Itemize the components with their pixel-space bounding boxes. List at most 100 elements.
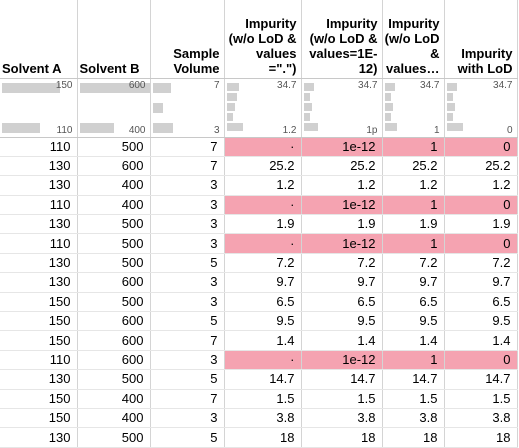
table-cell[interactable]: 600 <box>77 330 151 351</box>
table-cell[interactable]: · <box>224 350 302 371</box>
table-cell[interactable]: 110 <box>0 137 78 157</box>
table-cell[interactable]: 1e-12 <box>301 195 383 216</box>
table-cell[interactable]: 1 <box>382 195 445 216</box>
table-cell[interactable]: 130 <box>0 214 78 235</box>
table-cell[interactable]: 25.2 <box>382 156 445 177</box>
table-row[interactable]: 150 600 5 9.5 9.5 9.5 9.5 <box>0 311 518 332</box>
table-cell[interactable]: 18 <box>224 427 302 448</box>
table-cell[interactable]: 3 <box>150 175 225 196</box>
table-cell[interactable]: 1.2 <box>444 175 518 196</box>
table-cell[interactable]: 500 <box>77 292 151 313</box>
table-cell[interactable]: 7 <box>150 137 225 157</box>
table-cell[interactable]: 600 <box>77 272 151 293</box>
table-row[interactable]: 130 400 3 1.2 1.2 1.2 1.2 <box>0 175 518 196</box>
table-cell[interactable]: · <box>224 137 302 157</box>
column-header-impurity-dot[interactable]: Impurity (w/o LoD & values =".") <box>224 0 302 79</box>
table-cell[interactable]: 3 <box>150 272 225 293</box>
table-cell[interactable]: 7.2 <box>224 253 302 274</box>
table-cell[interactable]: 5 <box>150 427 225 448</box>
column-header-impurity-truncated[interactable]: Impurity (w/o LoD & values… <box>382 0 445 79</box>
table-cell[interactable]: 18 <box>444 427 518 448</box>
table-cell[interactable]: 1.5 <box>382 389 445 409</box>
table-cell[interactable]: 3.8 <box>382 408 445 429</box>
table-row[interactable]: 130 600 3 9.7 9.7 9.7 9.7 <box>0 272 518 293</box>
table-cell[interactable]: 1 <box>382 233 445 254</box>
table-cell[interactable]: 130 <box>0 156 78 177</box>
table-cell[interactable]: 14.7 <box>301 369 383 390</box>
table-cell[interactable]: 9.7 <box>382 272 445 293</box>
table-cell[interactable]: 14.7 <box>444 369 518 390</box>
column-header-impurity-lod[interactable]: Impurity with LoD <box>444 0 518 79</box>
table-cell[interactable]: 9.5 <box>224 311 302 332</box>
table-cell[interactable]: 500 <box>77 369 151 390</box>
table-cell[interactable]: 1.9 <box>382 214 445 235</box>
table-row[interactable]: 130 500 5 18 18 18 18 <box>0 427 518 448</box>
table-cell[interactable]: 1 <box>382 350 445 371</box>
column-header-sample-volume[interactable]: Sample Volume <box>150 0 225 79</box>
table-cell[interactable]: 600 <box>77 350 151 371</box>
table-cell[interactable]: 7 <box>150 389 225 409</box>
table-row[interactable]: 110 500 3 · 1e-12 1 0 <box>0 233 518 254</box>
table-cell[interactable]: 600 <box>77 156 151 177</box>
table-cell[interactable]: 7.2 <box>301 253 383 274</box>
table-cell[interactable]: 0 <box>444 350 518 371</box>
table-cell[interactable]: 7 <box>150 330 225 351</box>
table-cell[interactable]: 1.9 <box>224 214 302 235</box>
table-cell[interactable]: 110 <box>0 350 78 371</box>
table-cell[interactable]: 400 <box>77 408 151 429</box>
table-cell[interactable]: 5 <box>150 369 225 390</box>
table-row[interactable]: 130 500 3 1.9 1.9 1.9 1.9 <box>0 214 518 235</box>
table-row[interactable]: 110 400 3 · 1e-12 1 0 <box>0 195 518 216</box>
table-row[interactable]: 110 600 3 · 1e-12 1 0 <box>0 350 518 371</box>
table-cell[interactable]: 600 <box>77 311 151 332</box>
table-cell[interactable]: 18 <box>301 427 383 448</box>
table-cell[interactable]: 500 <box>77 214 151 235</box>
table-cell[interactable]: 1.5 <box>444 389 518 409</box>
table-row[interactable]: 130 600 7 25.2 25.2 25.2 25.2 <box>0 156 518 177</box>
table-cell[interactable]: 1e-12 <box>301 233 383 254</box>
table-cell[interactable]: 3.8 <box>301 408 383 429</box>
table-cell[interactable]: 1.9 <box>301 214 383 235</box>
table-cell[interactable]: 150 <box>0 389 78 409</box>
table-cell[interactable]: 3 <box>150 214 225 235</box>
table-cell[interactable]: 1.9 <box>444 214 518 235</box>
table-cell[interactable]: 500 <box>77 253 151 274</box>
table-cell[interactable]: 9.5 <box>382 311 445 332</box>
table-cell[interactable]: 1.4 <box>301 330 383 351</box>
table-cell[interactable]: 3 <box>150 195 225 216</box>
table-cell[interactable]: 3 <box>150 292 225 313</box>
table-cell[interactable]: 500 <box>77 137 151 157</box>
table-cell[interactable]: 1.4 <box>224 330 302 351</box>
table-row[interactable]: 130 500 5 14.7 14.7 14.7 14.7 <box>0 369 518 390</box>
table-row[interactable]: 150 400 3 3.8 3.8 3.8 3.8 <box>0 408 518 429</box>
table-cell[interactable]: 9.5 <box>301 311 383 332</box>
table-cell[interactable]: 130 <box>0 272 78 293</box>
table-cell[interactable]: 1.2 <box>224 175 302 196</box>
table-cell[interactable]: 6.5 <box>444 292 518 313</box>
table-cell[interactable]: 130 <box>0 253 78 274</box>
table-cell[interactable]: 7 <box>150 156 225 177</box>
table-cell[interactable]: 1.5 <box>301 389 383 409</box>
table-cell[interactable]: 400 <box>77 175 151 196</box>
table-cell[interactable]: 3.8 <box>444 408 518 429</box>
table-cell[interactable]: 400 <box>77 195 151 216</box>
table-cell[interactable]: 6.5 <box>382 292 445 313</box>
table-cell[interactable]: 6.5 <box>224 292 302 313</box>
table-row[interactable]: 150 500 3 6.5 6.5 6.5 6.5 <box>0 292 518 313</box>
table-cell[interactable]: 25.2 <box>224 156 302 177</box>
table-row[interactable]: 130 500 5 7.2 7.2 7.2 7.2 <box>0 253 518 274</box>
table-cell[interactable]: · <box>224 195 302 216</box>
table-cell[interactable]: 500 <box>77 427 151 448</box>
table-cell[interactable]: 7.2 <box>382 253 445 274</box>
table-cell[interactable]: 150 <box>0 330 78 351</box>
table-cell[interactable]: 25.2 <box>301 156 383 177</box>
table-cell[interactable]: 1e-12 <box>301 137 383 157</box>
table-cell[interactable]: 110 <box>0 195 78 216</box>
table-cell[interactable]: 1.2 <box>382 175 445 196</box>
table-row[interactable]: 150 400 7 1.5 1.5 1.5 1.5 <box>0 389 518 409</box>
table-cell[interactable]: 14.7 <box>382 369 445 390</box>
table-cell[interactable]: 150 <box>0 311 78 332</box>
table-cell[interactable]: 6.5 <box>301 292 383 313</box>
table-cell[interactable]: 9.5 <box>444 311 518 332</box>
table-cell[interactable]: · <box>224 233 302 254</box>
